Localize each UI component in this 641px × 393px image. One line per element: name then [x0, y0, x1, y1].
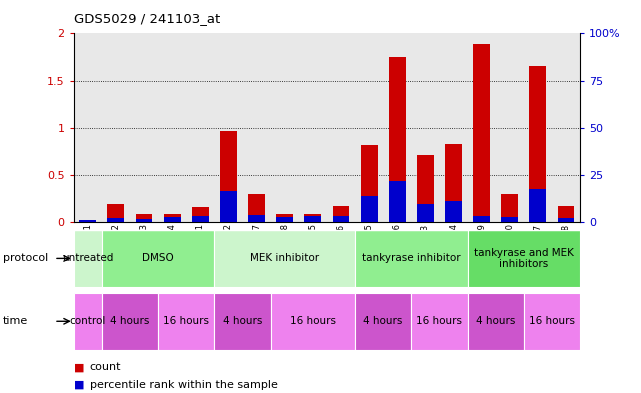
Bar: [136, 219, 153, 222]
Text: ■: ■: [74, 362, 84, 373]
Bar: [501, 217, 518, 222]
Bar: [529, 189, 546, 222]
Bar: [529, 66, 546, 222]
Text: 16 hours: 16 hours: [529, 316, 575, 326]
Bar: [355, 293, 412, 350]
Bar: [163, 215, 181, 222]
Bar: [473, 217, 490, 222]
Text: 4 hours: 4 hours: [476, 316, 515, 326]
Text: DMSO: DMSO: [142, 253, 174, 263]
Text: percentile rank within the sample: percentile rank within the sample: [90, 380, 278, 390]
Bar: [136, 213, 153, 222]
Bar: [158, 293, 214, 350]
Bar: [333, 206, 349, 222]
Text: 4 hours: 4 hours: [363, 316, 403, 326]
Text: untreated: untreated: [62, 253, 113, 263]
Text: 4 hours: 4 hours: [110, 316, 149, 326]
Text: control: control: [70, 316, 106, 326]
Bar: [467, 230, 580, 287]
Bar: [355, 230, 467, 287]
Bar: [220, 130, 237, 222]
Bar: [361, 196, 378, 222]
Bar: [108, 218, 124, 222]
Bar: [389, 182, 406, 222]
Bar: [389, 57, 406, 222]
Text: protocol: protocol: [3, 253, 49, 263]
Bar: [74, 293, 102, 350]
Text: tankyrase and MEK
inhibitors: tankyrase and MEK inhibitors: [474, 248, 574, 269]
Bar: [79, 220, 96, 222]
Text: tankyrase inhibitor: tankyrase inhibitor: [362, 253, 461, 263]
Bar: [445, 201, 462, 222]
Bar: [271, 293, 355, 350]
Bar: [248, 215, 265, 222]
Bar: [102, 293, 158, 350]
Bar: [304, 215, 321, 222]
Bar: [276, 217, 293, 222]
Bar: [192, 217, 209, 222]
Bar: [417, 204, 434, 222]
Bar: [417, 155, 434, 222]
Text: 4 hours: 4 hours: [223, 316, 262, 326]
Bar: [558, 218, 574, 222]
Text: GDS5029 / 241103_at: GDS5029 / 241103_at: [74, 12, 220, 25]
Text: 16 hours: 16 hours: [417, 316, 462, 326]
Bar: [220, 191, 237, 222]
Bar: [163, 217, 181, 222]
Text: time: time: [3, 316, 28, 326]
Text: 16 hours: 16 hours: [290, 316, 336, 326]
Bar: [412, 293, 467, 350]
Bar: [333, 217, 349, 222]
Bar: [524, 293, 580, 350]
Text: count: count: [90, 362, 121, 373]
Bar: [473, 44, 490, 222]
Bar: [248, 194, 265, 222]
Bar: [361, 145, 378, 222]
Text: ■: ■: [74, 380, 84, 390]
Text: 16 hours: 16 hours: [163, 316, 209, 326]
Bar: [79, 220, 96, 222]
Bar: [192, 207, 209, 222]
Bar: [304, 217, 321, 222]
Bar: [74, 230, 102, 287]
Bar: [467, 293, 524, 350]
Bar: [108, 204, 124, 222]
Text: MEK inhibitor: MEK inhibitor: [250, 253, 319, 263]
Bar: [276, 213, 293, 222]
Bar: [445, 144, 462, 222]
Bar: [214, 230, 355, 287]
Bar: [558, 206, 574, 222]
Bar: [214, 293, 271, 350]
Bar: [501, 194, 518, 222]
Bar: [102, 230, 214, 287]
